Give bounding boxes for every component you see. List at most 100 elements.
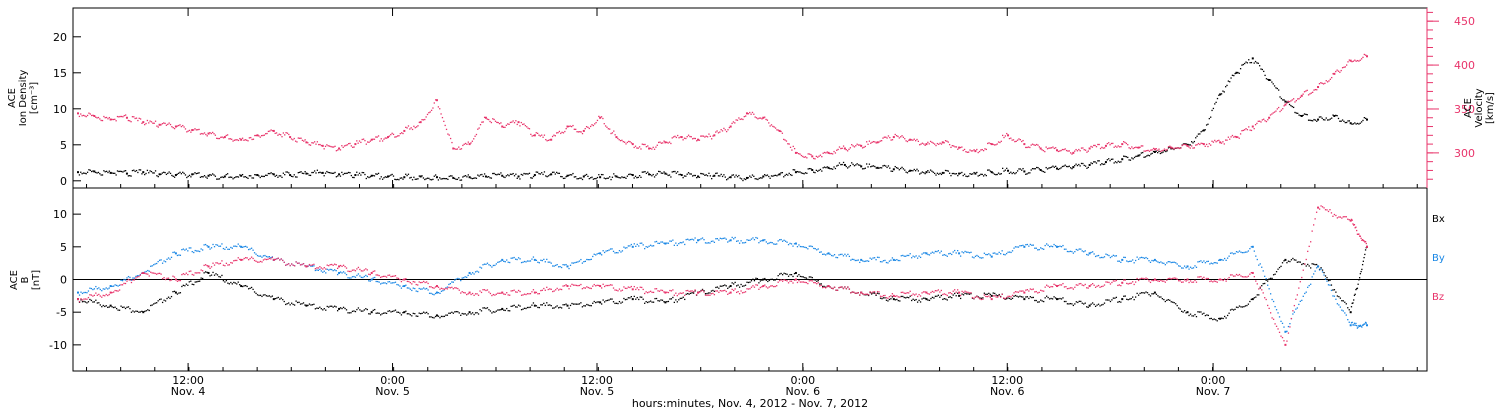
velocity-trace-dot xyxy=(749,111,751,114)
density-trace-dot xyxy=(1335,114,1337,117)
bx-trace-dot xyxy=(675,299,677,301)
density-trace-dot xyxy=(1254,60,1257,63)
density-trace-dot xyxy=(784,174,786,177)
bz-trace-dot xyxy=(335,264,337,266)
density-trace-dot xyxy=(1029,172,1031,174)
density-trace-dot xyxy=(959,172,962,174)
bz-point xyxy=(109,291,112,294)
by-trace-dot xyxy=(270,257,272,259)
by-trace-dot xyxy=(949,252,951,255)
bz-trace-dot xyxy=(308,263,311,266)
by-trace-dot xyxy=(1336,303,1339,305)
bx-trace-dot xyxy=(256,294,259,296)
bz-trace-dot xyxy=(242,259,244,261)
by-trace-dot xyxy=(1044,244,1046,247)
by-trace-dot xyxy=(153,264,155,266)
bz-trace-dot xyxy=(1320,205,1322,207)
density-trace-dot xyxy=(1012,171,1015,174)
bz-trace-dot xyxy=(722,290,724,292)
bx-trace-dot xyxy=(747,281,750,284)
velocity-trace-dot xyxy=(1244,129,1246,131)
velocity-trace-dot xyxy=(414,127,416,129)
velocity-trace-dot xyxy=(830,152,832,155)
velocity-trace-dot xyxy=(793,147,796,150)
by-trace-dot xyxy=(1087,254,1089,256)
density-point xyxy=(419,175,422,178)
density-trace-dot xyxy=(409,177,411,179)
density-trace-dot xyxy=(992,172,994,174)
by-trace-dot xyxy=(994,252,996,254)
velocity-trace-dot xyxy=(944,140,947,142)
bz-trace-dot xyxy=(124,282,127,285)
bx-trace-dot xyxy=(767,280,769,283)
density-trace-dot xyxy=(702,173,705,175)
by-trace-dot xyxy=(716,238,719,240)
bx-trace-dot xyxy=(706,292,708,295)
bz-trace-dot xyxy=(384,275,386,278)
bz-point xyxy=(631,288,634,291)
velocity-trace-dot xyxy=(489,120,491,123)
density-trace-dot xyxy=(463,175,465,177)
density-trace-dot xyxy=(739,177,741,179)
bz-point xyxy=(729,291,732,294)
velocity-point xyxy=(403,129,406,132)
velocity-trace-dot xyxy=(496,121,498,124)
density-trace-dot xyxy=(776,175,778,177)
density-trace-dot xyxy=(486,176,488,178)
bz-trace-dot xyxy=(1358,235,1361,237)
velocity-trace-dot xyxy=(789,146,792,149)
density-trace-dot xyxy=(1318,116,1321,118)
bx-trace-dot xyxy=(1094,305,1097,308)
density-trace-dot xyxy=(732,174,735,176)
by-trace-dot xyxy=(603,251,606,254)
density-trace-dot xyxy=(1003,170,1005,172)
density-trace-dot xyxy=(864,167,866,169)
by-trace-dot xyxy=(1253,250,1255,252)
by-trace-dot xyxy=(167,257,170,259)
velocity-trace-dot xyxy=(316,141,319,143)
bx-trace-dot xyxy=(957,292,959,294)
by-trace-dot xyxy=(784,240,787,242)
velocity-point xyxy=(729,125,732,128)
bz-trace-dot xyxy=(1047,285,1049,287)
velocity-trace-dot xyxy=(655,146,657,148)
density-trace-dot xyxy=(165,173,168,176)
velocity-trace-dot xyxy=(1200,142,1202,144)
bz-trace-dot xyxy=(608,284,610,287)
bz-trace-dot xyxy=(1091,283,1094,285)
density-trace-dot xyxy=(260,175,263,177)
velocity-trace-dot xyxy=(148,122,150,124)
density-trace-dot xyxy=(1347,120,1349,122)
density-trace-dot xyxy=(1275,87,1277,89)
by-trace-dot xyxy=(1169,261,1171,263)
density-trace-dot xyxy=(826,166,828,168)
velocity-trace-dot xyxy=(965,151,967,153)
bz-trace-dot xyxy=(1025,289,1027,291)
bx-trace-dot xyxy=(268,295,271,297)
density-trace-dot xyxy=(1165,150,1167,153)
bz-trace-dot xyxy=(204,264,207,266)
density-trace-dot xyxy=(481,173,483,176)
bz-trace-dot xyxy=(1304,263,1306,265)
bz-trace-dot xyxy=(1158,280,1161,282)
velocity-trace-dot xyxy=(863,146,865,148)
by-trace-dot xyxy=(738,242,741,244)
density-trace-dot xyxy=(1287,101,1289,103)
bz-trace-dot xyxy=(1057,284,1060,287)
bz-trace-dot xyxy=(1180,281,1183,283)
velocity-trace-dot xyxy=(848,148,850,150)
by-trace-dot xyxy=(329,268,331,271)
bz-trace-dot xyxy=(592,285,594,287)
density-trace-dot xyxy=(830,168,832,170)
density-trace-dot xyxy=(1076,164,1079,167)
velocity-trace-dot xyxy=(454,148,456,150)
bz-trace-dot xyxy=(540,289,542,292)
density-trace-dot xyxy=(104,171,106,173)
bx-trace-dot xyxy=(802,276,805,278)
by-trace-dot xyxy=(998,251,1000,254)
velocity-trace-dot xyxy=(1265,120,1268,123)
density-trace-dot xyxy=(116,170,119,172)
density-trace-dot xyxy=(304,170,306,173)
velocity-trace-dot xyxy=(1034,144,1036,146)
density-trace-dot xyxy=(421,175,423,177)
